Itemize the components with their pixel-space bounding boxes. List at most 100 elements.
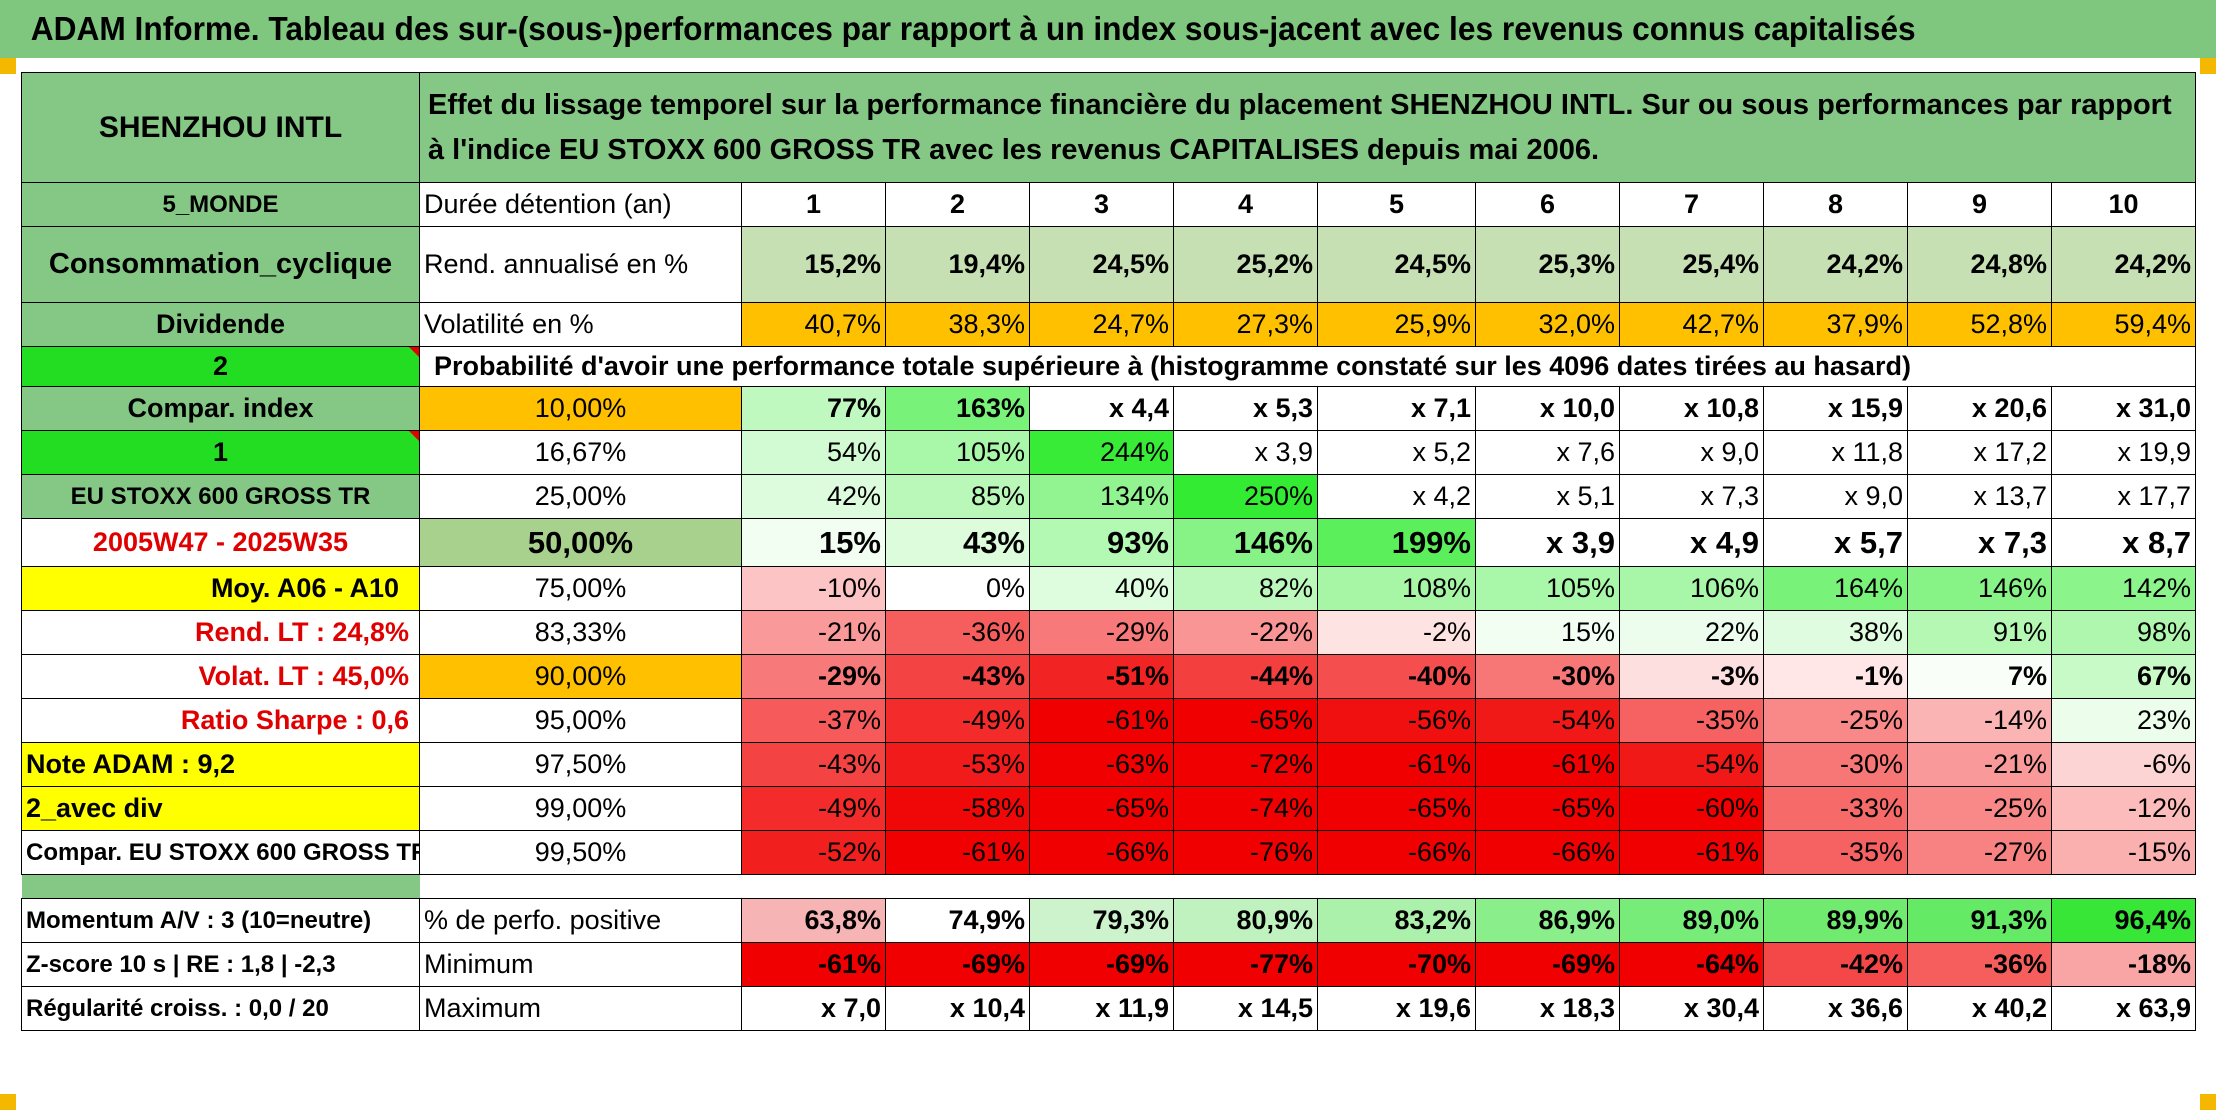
- volatilite-value: 52,8%: [1907, 302, 2052, 347]
- volatilite-value: 40,7%: [741, 302, 886, 347]
- minimum-row: Z-score 10 s | RE : 1,8 | -2,3 Minimum -61…: [21, 942, 2197, 987]
- positive-value: 80,9%: [1173, 898, 1318, 943]
- percentile-label: 10,00%: [419, 386, 742, 431]
- performance-table: SHENZHOU INTL Effet du lissage temporel s…: [21, 72, 2197, 1031]
- positive-value: 63,8%: [741, 898, 886, 943]
- positive-value: 74,9%: [885, 898, 1030, 943]
- performance-value: x 15,9: [1763, 386, 1908, 431]
- positive-row: Momentum A/V : 3 (10=neutre)% de perfo. …: [21, 898, 2197, 943]
- performance-value: -66%: [1029, 830, 1174, 875]
- minimum-value: -61%: [741, 942, 886, 987]
- performance-value: -76%: [1173, 830, 1318, 875]
- performance-value: -66%: [1475, 830, 1620, 875]
- index-name-label: EU STOXX 600 GROSS TR: [21, 474, 420, 519]
- performance-value: -12%: [2050, 786, 2197, 831]
- performance-value: 54%: [741, 430, 886, 475]
- positive-value: 86,9%: [1475, 898, 1620, 943]
- performance-value: -35%: [1763, 830, 1908, 875]
- performance-value: -22%: [1173, 610, 1318, 655]
- performance-value: -74%: [1173, 786, 1318, 831]
- maximum-value: x 11,9: [1029, 986, 1174, 1031]
- performance-value: -66%: [1317, 830, 1476, 875]
- positive-value: 91,3%: [1907, 898, 2052, 943]
- year-header: 6: [1475, 182, 1620, 227]
- period-label: 2005W47 - 2025W35: [21, 518, 420, 567]
- performance-value: -21%: [741, 610, 886, 655]
- volatilite-value: 38,3%: [885, 302, 1030, 347]
- corner-marker: [0, 58, 16, 74]
- performance-value: -25%: [1907, 786, 2052, 831]
- performance-value: -25%: [1763, 698, 1908, 743]
- performance-value: x 3,9: [1475, 518, 1620, 567]
- maximum-value: x 18,3: [1475, 986, 1620, 1031]
- performance-value: x 3,9: [1173, 430, 1318, 475]
- minimum-value: -64%: [1619, 942, 1764, 987]
- performance-value: -2%: [1317, 610, 1476, 655]
- performance-value: 93%: [1029, 518, 1174, 567]
- performance-value: x 4,9: [1619, 518, 1764, 567]
- performance-value: -49%: [885, 698, 1030, 743]
- moy-label: Moy. A06 - A10: [21, 566, 420, 611]
- corner-marker: [2200, 58, 2216, 74]
- maximum-value: x 40,2: [1907, 986, 2052, 1031]
- performance-value: -51%: [1029, 654, 1174, 699]
- positive-value: 89,0%: [1619, 898, 1764, 943]
- performance-value: 0%: [885, 566, 1030, 611]
- maximum-label: Maximum: [419, 986, 742, 1031]
- percentile-label: 16,67%: [419, 430, 742, 475]
- percentile-label: 95,00%: [419, 698, 742, 743]
- rendement-value: 24,8%: [1907, 226, 2052, 303]
- maximum-value: x 63,9: [2050, 986, 2197, 1031]
- performance-value: 164%: [1763, 566, 1908, 611]
- percentile-row: EU STOXX 600 GROSS TR 25,00% 42% 85% 134% 250…: [21, 474, 2197, 519]
- performance-value: x 4,4: [1029, 386, 1174, 431]
- separator-cell: [21, 874, 420, 899]
- performance-value: 40%: [1029, 566, 1174, 611]
- maximum-value: x 36,6: [1763, 986, 1908, 1031]
- performance-value: 108%: [1317, 566, 1476, 611]
- sector-label: Consommation_cyclique: [21, 226, 420, 303]
- rendement-value: 24,2%: [2050, 226, 2197, 303]
- performance-value: 244%: [1029, 430, 1174, 475]
- year-header: 9: [1907, 182, 2052, 227]
- corner-marker: [0, 1094, 16, 1110]
- performance-value: 7%: [1907, 654, 2052, 699]
- corner-marker: [2200, 1094, 2216, 1110]
- maximum-value: x 30,4: [1619, 986, 1764, 1031]
- rendement-value: 15,2%: [741, 226, 886, 303]
- performance-value: -65%: [1475, 786, 1620, 831]
- sharpe-label: Ratio Sharpe : 0,6: [21, 698, 420, 743]
- performance-value: 105%: [1475, 566, 1620, 611]
- performance-value: -29%: [1029, 610, 1174, 655]
- percentile-row: 2005W47 - 2025W35 50,00% 15% 43% 93% 146% 199%…: [21, 518, 2197, 567]
- performance-value: x 19,9: [2050, 430, 2197, 475]
- separator-row: [21, 874, 2196, 899]
- year-header: 10: [2050, 182, 2197, 227]
- performance-value: -61%: [1029, 698, 1174, 743]
- percentile-row: Ratio Sharpe : 0,6 95,00% -37% -49% -61% -65%…: [21, 698, 2197, 743]
- maximum-value: x 10,4: [885, 986, 1030, 1031]
- minimum-value: -70%: [1317, 942, 1476, 987]
- performance-value: 42%: [741, 474, 886, 519]
- performance-value: -30%: [1763, 742, 1908, 787]
- performance-value: x 7,3: [1619, 474, 1764, 519]
- header-row: SHENZHOU INTL Effet du lissage temporel s…: [21, 72, 2197, 183]
- year-header: 8: [1763, 182, 1908, 227]
- performance-value: -60%: [1619, 786, 1764, 831]
- performance-value: 91%: [1907, 610, 2052, 655]
- performance-value: -63%: [1029, 742, 1174, 787]
- percentile-label: 75,00%: [419, 566, 742, 611]
- performance-value: x 7,3: [1907, 518, 2052, 567]
- performance-value: 85%: [885, 474, 1030, 519]
- performance-value: -21%: [1907, 742, 2052, 787]
- volatilite-value: 42,7%: [1619, 302, 1764, 347]
- percentile-row: Note ADAM : 9,2 97,50% -43% -53% -63% -72% -61…: [21, 742, 2197, 787]
- performance-value: -65%: [1029, 786, 1174, 831]
- performance-value: -14%: [1907, 698, 2052, 743]
- performance-value: -49%: [741, 786, 886, 831]
- performance-value: -61%: [1317, 742, 1476, 787]
- volatilite-row: Dividende Volatilité en % 40,7% 38,3% 24,7% 2…: [21, 302, 2197, 347]
- performance-value: x 5,3: [1173, 386, 1318, 431]
- percentile-label: 25,00%: [419, 474, 742, 519]
- performance-value: -65%: [1317, 786, 1476, 831]
